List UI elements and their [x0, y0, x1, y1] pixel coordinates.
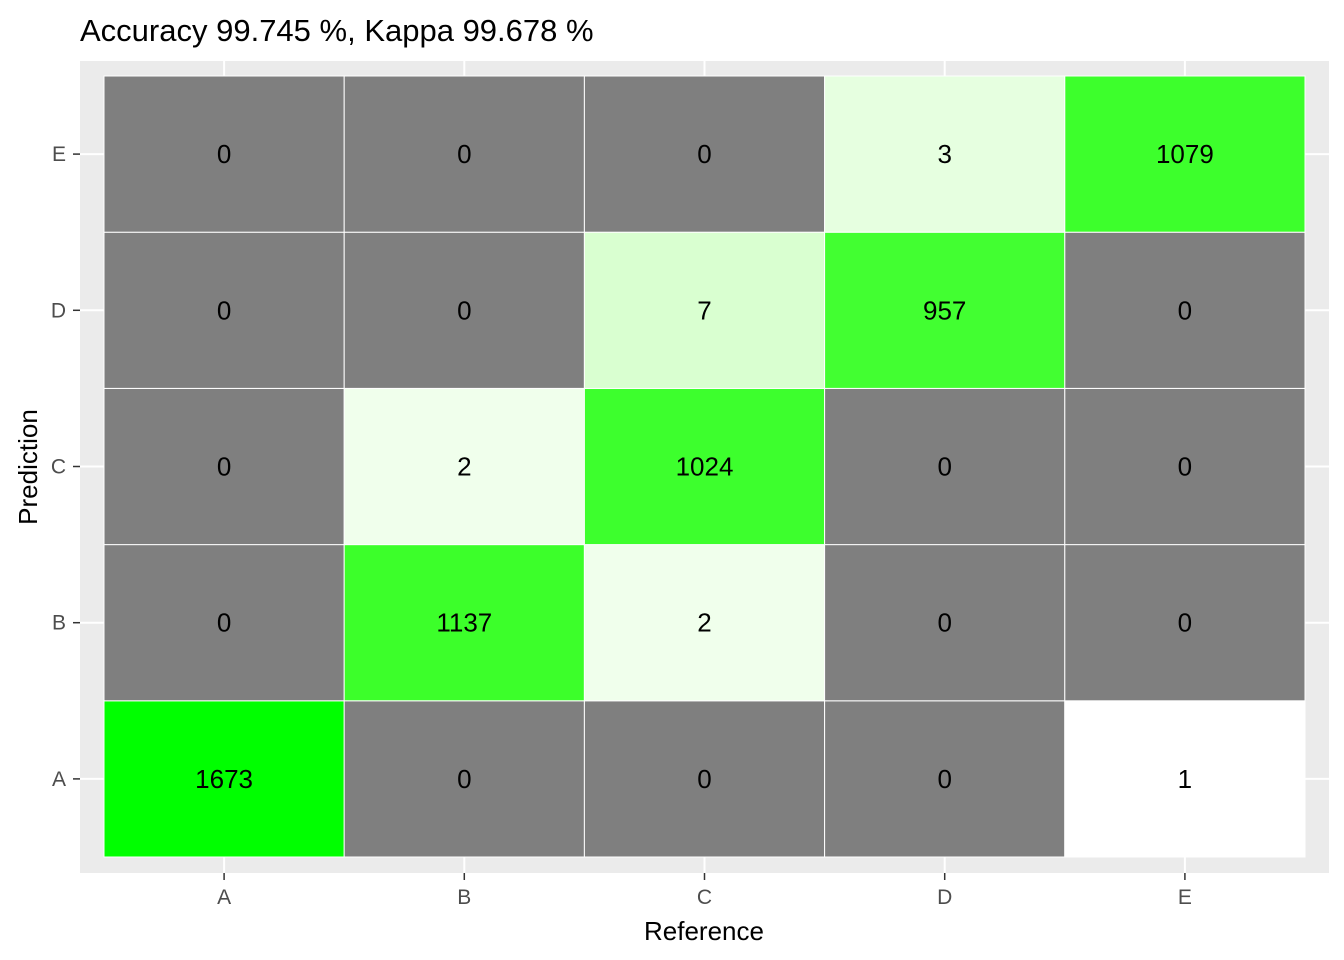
cell-value-d-d: 957	[923, 295, 966, 325]
cell-value-c-a: 0	[217, 452, 231, 482]
cell-value-d-a: 0	[217, 295, 231, 325]
x-tick-label-b: B	[457, 886, 471, 909]
heatmap-cells	[103, 75, 1306, 858]
cell-value-a-a: 1673	[195, 764, 253, 794]
cell-d-c	[583, 231, 826, 389]
cell-a-a	[103, 700, 345, 858]
x-axis-title: Reference	[644, 916, 764, 946]
cell-value-d-e: 0	[1178, 295, 1192, 325]
cell-d-e	[1064, 231, 1306, 389]
x-tick-label-a: A	[217, 886, 231, 909]
cell-value-b-a: 0	[217, 608, 231, 638]
cell-e-c	[583, 75, 826, 233]
cell-value-c-e: 0	[1178, 452, 1192, 482]
y-axis: A B C D E	[51, 143, 80, 791]
y-tick-label-b: B	[52, 612, 66, 635]
cell-a-d	[824, 700, 1066, 858]
cell-e-d	[824, 75, 1066, 233]
cell-d-a	[103, 231, 345, 389]
cell-a-b	[343, 700, 585, 858]
x-tick-label-d: D	[937, 886, 952, 909]
cell-value-a-c: 0	[697, 764, 711, 794]
cell-value-e-d: 3	[937, 139, 951, 169]
cell-value-a-b: 0	[457, 764, 471, 794]
cell-e-b	[343, 75, 585, 233]
y-axis-title: Prediction	[13, 409, 43, 525]
cell-e-e	[1064, 75, 1306, 233]
x-tick-label-e: E	[1178, 886, 1192, 909]
cell-b-d	[824, 544, 1066, 702]
y-tick-label-a: A	[52, 768, 66, 791]
cell-b-b	[343, 544, 585, 702]
cell-a-e	[1064, 700, 1306, 858]
cell-value-b-e: 0	[1178, 608, 1192, 638]
cell-value-c-b: 2	[457, 452, 471, 482]
x-tick-label-c: C	[697, 886, 712, 909]
cell-value-e-b: 0	[457, 139, 471, 169]
cell-value-c-c: 1024	[676, 452, 734, 482]
cell-value-b-d: 0	[937, 608, 951, 638]
cell-value-a-d: 0	[937, 764, 951, 794]
cell-value-d-b: 0	[457, 295, 471, 325]
cell-d-b	[343, 231, 585, 389]
cell-b-a	[103, 544, 345, 702]
y-tick-label-c: C	[51, 456, 66, 479]
cell-labels: 1673 0 0 0 1 0 1137 2 0 0 0 2 1024 0 0 0 0 7 957 0 0 0 0 3 1079	[195, 139, 1214, 794]
cell-value-e-c: 0	[697, 139, 711, 169]
cell-c-e	[1064, 387, 1306, 546]
cell-value-b-c: 2	[697, 608, 711, 638]
cell-c-c	[583, 387, 826, 546]
cell-value-e-a: 0	[217, 139, 231, 169]
cell-value-e-e: 1079	[1156, 139, 1214, 169]
cell-value-d-c: 7	[697, 295, 711, 325]
cell-c-d	[824, 387, 1066, 546]
y-tick-label-e: E	[52, 143, 66, 166]
x-axis: A B C D E	[217, 873, 1192, 909]
cell-a-c	[583, 700, 826, 858]
cell-c-b	[343, 387, 585, 546]
cell-value-c-d: 0	[937, 452, 951, 482]
cell-value-a-e: 1	[1178, 764, 1192, 794]
cell-value-b-b: 1137	[436, 608, 492, 638]
cell-b-e	[1064, 544, 1306, 702]
y-tick-label-d: D	[51, 299, 66, 322]
chart-title: Accuracy 99.745 %, Kappa 99.678 %	[80, 13, 594, 48]
